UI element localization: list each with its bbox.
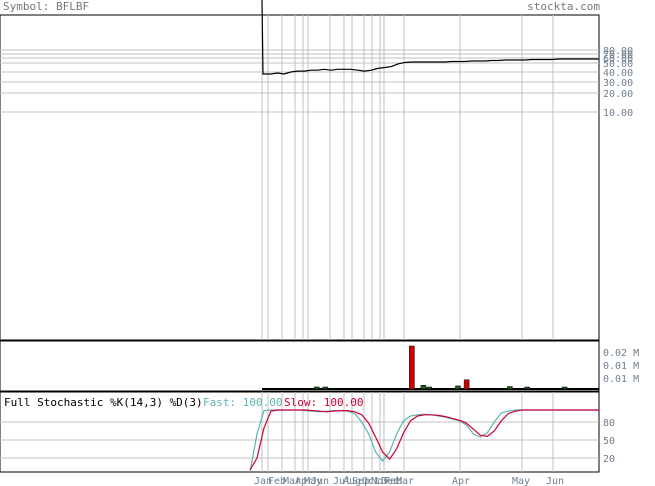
month-label: Jul: [333, 476, 351, 486]
volume-bar: [524, 386, 530, 390]
fast-label: Fast: 100.00: [203, 396, 282, 409]
month-label: Nov: [371, 476, 389, 486]
volume-tick-label: 0.02 M: [603, 348, 639, 359]
month-label: Apr: [295, 476, 313, 486]
price-tick-label: 20.00: [603, 89, 633, 100]
month-label: Oct: [362, 476, 380, 486]
month-label: Jun: [311, 476, 329, 486]
price-line: [261, 0, 599, 75]
stoch-tick-label: 80: [603, 418, 615, 429]
price-tick-label: 30.00: [603, 78, 633, 89]
month-label: Mar: [283, 476, 301, 486]
month-label: May: [304, 476, 322, 486]
stochastic-panel-frame: [0, 391, 600, 473]
volume-bar: [507, 386, 513, 390]
slow-line: [249, 409, 599, 471]
price-tick-label: 60.00: [603, 54, 633, 65]
month-label: Feb: [384, 476, 402, 486]
month-label: Apr: [452, 476, 470, 486]
month-label: Mar: [396, 476, 414, 486]
volume-bar: [409, 345, 415, 390]
price-tick-label: 70.00: [603, 50, 633, 61]
fast-line: [249, 409, 599, 473]
volume-bar: [420, 385, 427, 390]
price-tick-label: 80.00: [603, 46, 633, 57]
volume-bar: [455, 385, 461, 390]
volume-bar: [426, 386, 432, 390]
volume-tick-label: 0.01 M: [603, 361, 639, 372]
stoch-tick-label: 20: [603, 454, 615, 465]
grid-lines: [0, 15, 599, 472]
volume-bar: [561, 386, 568, 390]
stochastic-label: Full Stochastic %K(14,3) %D(3): [4, 396, 203, 409]
month-label: Jun: [546, 476, 564, 486]
volume-bar: [322, 386, 329, 390]
symbol-label: Symbol: BFLBF: [3, 0, 90, 13]
volume-series: [262, 345, 599, 390]
volume-bar: [463, 379, 470, 390]
month-label: Feb: [268, 476, 286, 486]
month-label: Aug: [343, 476, 361, 486]
stochastic-series: [249, 409, 599, 473]
month-label: Dec: [381, 476, 399, 486]
volume-panel-frame: [0, 340, 600, 392]
slow-label: Slow: 100.00: [284, 396, 363, 409]
month-label: May: [512, 476, 530, 486]
month-label: Sep: [352, 476, 370, 486]
price-panel-frame: [0, 14, 600, 341]
month-label: Jan: [254, 476, 272, 486]
stoch-tick-label: 50: [603, 436, 615, 447]
price-series: [261, 0, 599, 75]
brand-label: stockta.com: [527, 0, 600, 13]
price-tick-label: 40.00: [603, 68, 633, 79]
volume-bar: [314, 386, 320, 390]
price-tick-label: 10.00: [603, 108, 633, 119]
volume-tick-label: 0.01 M: [603, 374, 639, 385]
price-tick-label: 50.00: [603, 59, 633, 70]
